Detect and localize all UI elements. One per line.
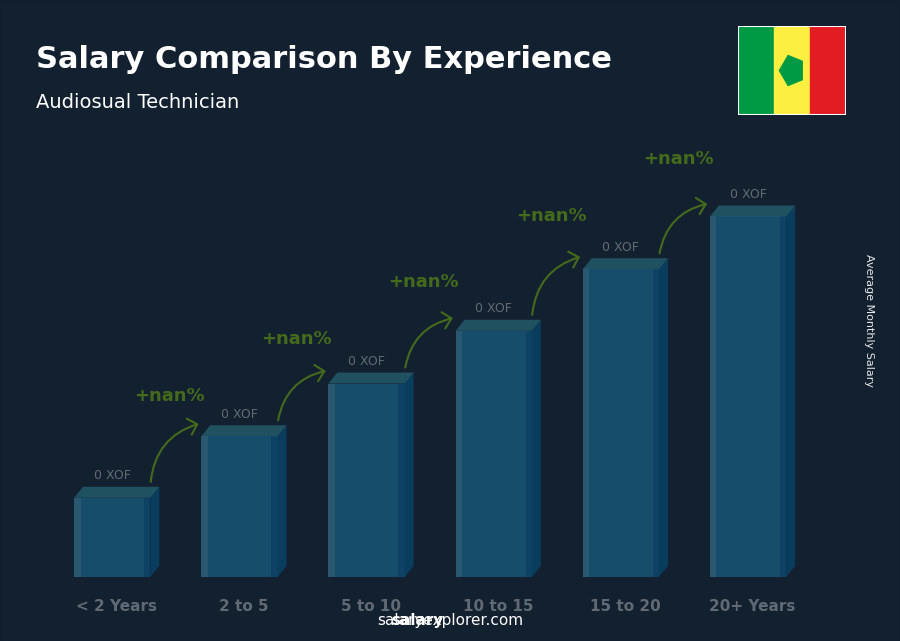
Text: 0 XOF: 0 XOF [94, 469, 130, 483]
Text: +nan%: +nan% [389, 273, 459, 291]
Polygon shape [74, 498, 80, 577]
Text: +nan%: +nan% [134, 387, 205, 406]
Text: 15 to 20: 15 to 20 [590, 599, 661, 614]
Polygon shape [150, 487, 159, 577]
Polygon shape [652, 269, 659, 577]
Bar [738, 26, 774, 115]
Text: 0 XOF: 0 XOF [475, 303, 512, 315]
Text: Salary Comparison By Experience: Salary Comparison By Experience [36, 45, 612, 74]
FancyArrowPatch shape [405, 312, 452, 367]
Polygon shape [526, 331, 532, 577]
Text: 0 XOF: 0 XOF [730, 188, 767, 201]
Text: salaryexplorer.com: salaryexplorer.com [377, 613, 523, 628]
FancyArrowPatch shape [532, 252, 579, 315]
Polygon shape [202, 425, 286, 437]
Polygon shape [328, 372, 414, 383]
Polygon shape [787, 206, 795, 577]
Polygon shape [583, 258, 668, 269]
Polygon shape [405, 372, 414, 577]
Polygon shape [328, 383, 405, 577]
Polygon shape [583, 269, 590, 577]
Polygon shape [74, 487, 159, 498]
Text: +nan%: +nan% [516, 207, 586, 225]
Text: salary: salary [392, 613, 444, 628]
Polygon shape [710, 217, 716, 577]
Text: Audiosual Technician: Audiosual Technician [36, 93, 239, 112]
Text: < 2 Years: < 2 Years [76, 599, 158, 614]
Text: Average Monthly Salary: Average Monthly Salary [863, 254, 874, 387]
Polygon shape [202, 437, 208, 577]
Text: 0 XOF: 0 XOF [348, 355, 385, 368]
Text: 20+ Years: 20+ Years [709, 599, 796, 614]
Text: 0 XOF: 0 XOF [602, 241, 639, 254]
FancyArrowPatch shape [150, 419, 197, 482]
Polygon shape [74, 498, 150, 577]
Text: 2 to 5: 2 to 5 [219, 599, 269, 614]
Polygon shape [659, 258, 668, 577]
Polygon shape [144, 498, 150, 577]
Polygon shape [710, 206, 795, 217]
Polygon shape [328, 383, 335, 577]
Polygon shape [710, 217, 787, 577]
Polygon shape [271, 437, 277, 577]
Polygon shape [532, 320, 541, 577]
Polygon shape [780, 217, 787, 577]
Polygon shape [455, 320, 541, 331]
Polygon shape [583, 269, 659, 577]
Text: 0 XOF: 0 XOF [221, 408, 258, 421]
FancyArrowPatch shape [660, 198, 706, 253]
Text: 10 to 15: 10 to 15 [463, 599, 534, 614]
Text: +nan%: +nan% [261, 330, 332, 348]
Text: 5 to 10: 5 to 10 [341, 599, 401, 614]
Polygon shape [455, 331, 462, 577]
Polygon shape [455, 331, 532, 577]
Polygon shape [277, 425, 286, 577]
Text: +nan%: +nan% [643, 150, 714, 168]
Bar [774, 26, 810, 115]
Bar [810, 26, 846, 115]
FancyArrowPatch shape [278, 365, 324, 420]
Polygon shape [202, 437, 277, 577]
Polygon shape [399, 383, 405, 577]
